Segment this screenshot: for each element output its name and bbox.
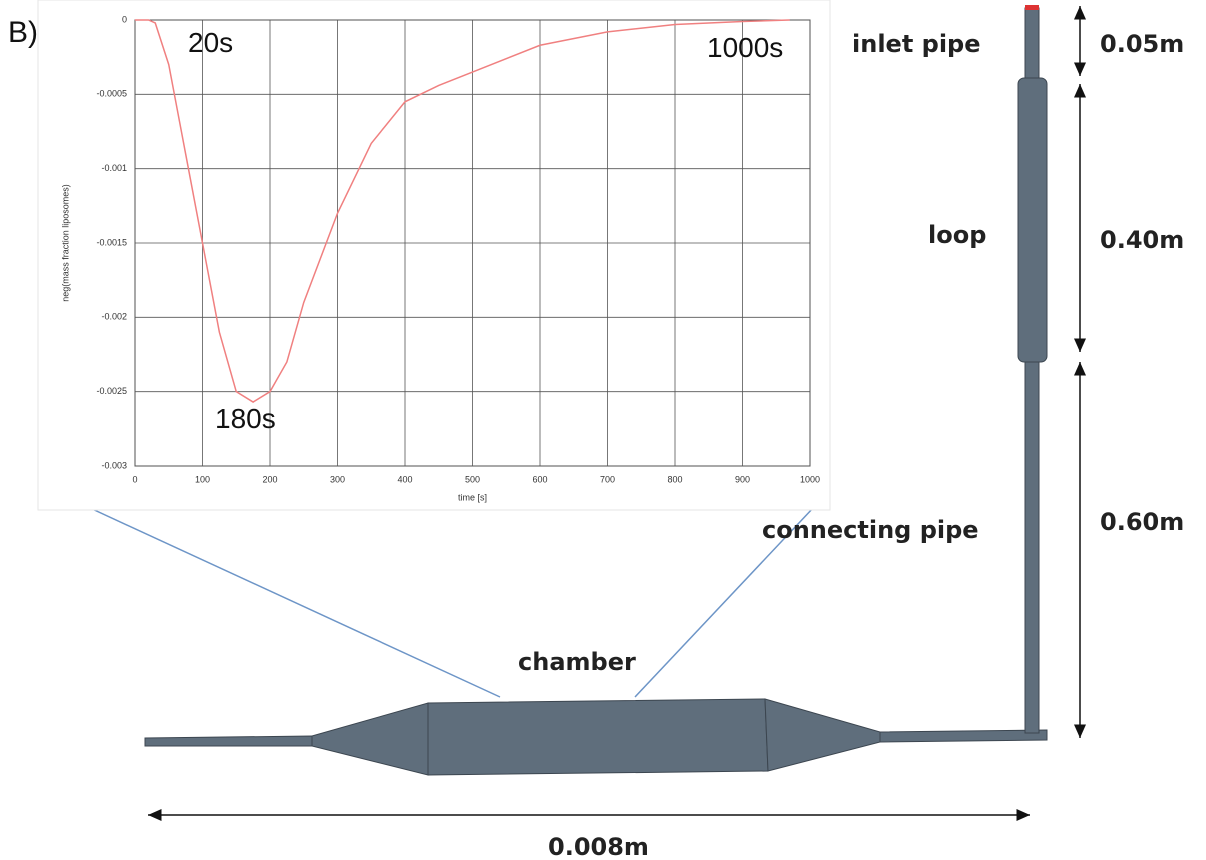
y-tick-label: -0.0005 [96,89,127,99]
dim-label: 0.05m [1100,30,1184,58]
x-axis-label: time [s] [458,492,487,502]
chart-panel [38,0,830,510]
cone [765,699,880,771]
x-tick-label: 800 [667,474,682,484]
y-tick-label: -0.0015 [96,237,127,247]
y-tick-label: -0.003 [101,460,127,470]
label: loop [928,221,986,249]
x-tick-label: 700 [600,474,615,484]
x-tick-label: 500 [465,474,480,484]
zoom-line [90,508,500,697]
x-tick-label: 900 [735,474,750,484]
dim-label: 0.008m [548,833,649,860]
y-tick-label: -0.001 [101,163,127,173]
cone [312,703,428,775]
dim-label: 0.60m [1100,508,1184,536]
x-tick-label: 200 [262,474,277,484]
pipe [880,730,1047,742]
y-axis-label: neg(mass fraction liposomes) [60,184,70,302]
y-tick-label: -0.0025 [96,386,127,396]
annotation: 1000s [707,32,783,63]
label: chamber [518,648,636,676]
dim-label: 0.40m [1100,226,1184,254]
x-tick-label: 400 [397,474,412,484]
x-tick-label: 100 [195,474,210,484]
inlet [1025,5,1039,10]
label: inlet pipe [852,30,981,58]
chamber-body [428,699,768,775]
label: connecting pipe [762,516,979,544]
loop-body [1018,78,1047,362]
x-tick-label: 600 [532,474,547,484]
y-tick-label: -0.002 [101,312,127,322]
pipe [145,736,312,746]
annotation: 20s [188,27,233,58]
panel-label: B) [8,16,38,49]
y-tick-label: 0 [122,14,127,24]
x-tick-label: 1000 [800,474,820,484]
x-tick-label: 300 [330,474,345,484]
x-tick-label: 0 [132,474,137,484]
annotation: 180s [215,403,276,434]
figure: inlet pipe loop connecting pipe chamber … [0,0,1206,860]
